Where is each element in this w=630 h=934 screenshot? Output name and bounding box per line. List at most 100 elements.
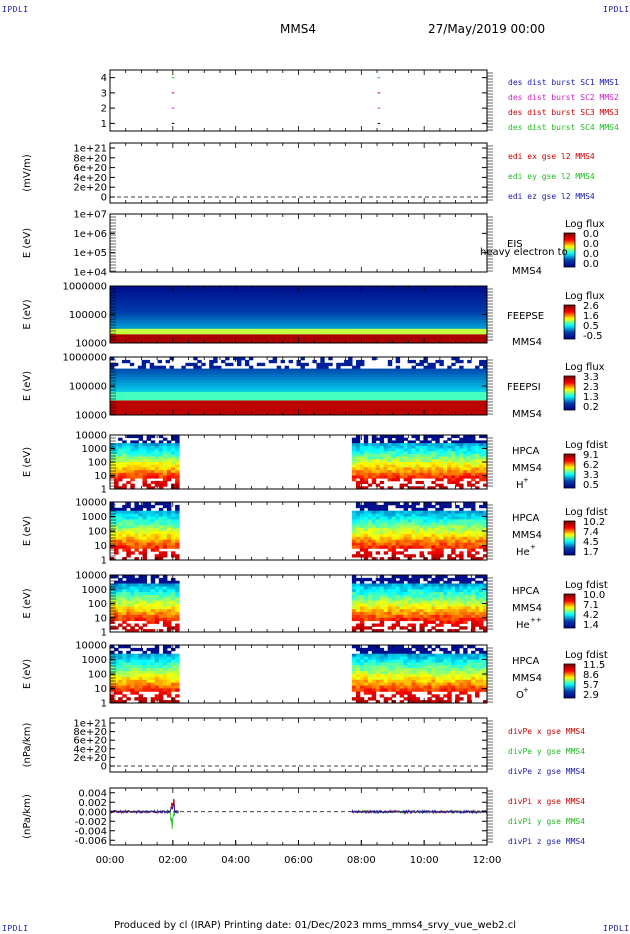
spectrogram-cell (177, 331, 182, 335)
spectrogram-cell (142, 483, 147, 487)
spectrogram-cell (356, 325, 361, 330)
spectrogram-cell (189, 323, 194, 327)
spectrogram-cell (209, 394, 214, 398)
spectrogram-cell (328, 288, 333, 293)
spectrogram-cell (363, 478, 369, 482)
spectrogram-cell (435, 400, 440, 404)
spectrogram-cell (459, 297, 464, 301)
spectrogram-cell (312, 308, 317, 313)
spectrogram-cell (419, 397, 424, 401)
spectrogram-cell (233, 288, 238, 293)
spectrogram-cell (284, 308, 289, 313)
spectrogram-cell (351, 470, 357, 474)
spectrogram-cell (189, 311, 194, 315)
spectrogram-cell (320, 359, 325, 364)
spectrogram-cell (355, 443, 361, 447)
spectrogram-cell (431, 303, 436, 307)
spectrogram-cell (114, 303, 119, 307)
spectrogram-cell (146, 443, 152, 447)
spectrogram-cell (205, 323, 210, 327)
spectrogram-cell (479, 308, 484, 313)
spectrogram-cell (205, 308, 210, 313)
spectrogram-cell (122, 470, 127, 474)
spectrogram-cell (300, 340, 305, 344)
spectrogram-cell (435, 443, 440, 447)
spectrogram-cell (415, 320, 420, 324)
spectrogram-cell (114, 291, 119, 295)
spectrogram-cell (407, 386, 412, 390)
spectrogram-cell (304, 291, 309, 295)
spectrogram-cell (244, 391, 250, 396)
spectrogram-cell (280, 406, 285, 410)
y-tick-label: 2 (101, 104, 107, 115)
spectrogram-cell (130, 456, 135, 460)
spectrogram-cell (379, 314, 385, 318)
spectrogram-cell (320, 391, 325, 396)
spectrogram-cell (145, 288, 151, 293)
spectrogram-cell (479, 320, 484, 324)
spectrogram-cell (471, 386, 476, 390)
spectrogram-cell (391, 297, 397, 301)
spectrogram-cell (126, 459, 131, 463)
spectrogram-cell (344, 371, 349, 375)
spectrogram-cell (360, 386, 365, 390)
spectrogram-cell (175, 483, 180, 487)
spectrogram-cell (118, 443, 123, 447)
spectrogram-cell (138, 448, 143, 452)
spectrogram-cell (118, 510, 123, 514)
spectrogram-cell (280, 380, 285, 384)
spectrogram-cell (217, 317, 222, 321)
spectrogram-cell (130, 525, 135, 529)
spectrogram-cell (154, 533, 160, 538)
spectrogram-cell (154, 453, 160, 457)
spectrogram-cell (340, 412, 345, 416)
spectrogram-cell (427, 291, 432, 295)
spectrogram-cell (237, 291, 242, 295)
spectrogram-cell (225, 320, 230, 324)
spectrogram-cell (114, 507, 119, 512)
spectrogram-cell (471, 314, 476, 318)
spectrogram-cell (241, 323, 246, 327)
spectrogram-cell (312, 374, 317, 378)
spectrogram-cell (463, 288, 468, 293)
spectrogram-cell (117, 297, 123, 301)
y-tick-label: 100000 (69, 382, 107, 393)
spectrogram-cell (284, 305, 289, 310)
spectrogram-cell (308, 291, 313, 295)
spectrogram-cell (133, 377, 139, 381)
spectrogram-cell (280, 288, 285, 293)
spectrogram-cell (320, 397, 325, 401)
spectrogram-cell (126, 502, 131, 506)
spectrogram-cell (387, 308, 393, 313)
spectrogram-cell (439, 291, 444, 295)
spectrogram-cell (479, 462, 484, 466)
spectrogram-cell (360, 403, 365, 407)
spectrogram-cell (157, 331, 162, 335)
spectrogram-cell (158, 536, 164, 541)
spectrogram-cell (367, 334, 373, 338)
spectrogram-cell (260, 403, 266, 407)
spectrogram-cell (459, 445, 464, 449)
spectrogram-cell (162, 522, 168, 526)
spectrogram-cell (383, 314, 389, 318)
spectrogram-cell (153, 365, 159, 369)
spectrogram-cell (153, 383, 159, 387)
spectrogram-cell (241, 308, 246, 313)
spectrogram-cell (351, 478, 357, 482)
spectrogram-cell (344, 394, 349, 398)
spectrogram-cell (272, 337, 278, 341)
spectrogram-cell (483, 456, 488, 460)
spectrogram-cell (193, 391, 198, 396)
spectrogram-cell (407, 291, 412, 295)
spectrogram-cell (117, 320, 123, 324)
spectrogram-cell (157, 386, 162, 390)
spectrogram-cell (114, 377, 119, 381)
spectrogram-cell (316, 383, 321, 387)
spectrogram-cell (336, 314, 341, 318)
y-axis-label: E (eV) (22, 228, 33, 258)
spectrogram-cell (146, 459, 152, 463)
spectrogram-cell (447, 400, 452, 404)
spectrogram-cell (411, 440, 416, 444)
spectrogram-cell (161, 374, 166, 378)
spectrogram-cell (328, 323, 333, 327)
